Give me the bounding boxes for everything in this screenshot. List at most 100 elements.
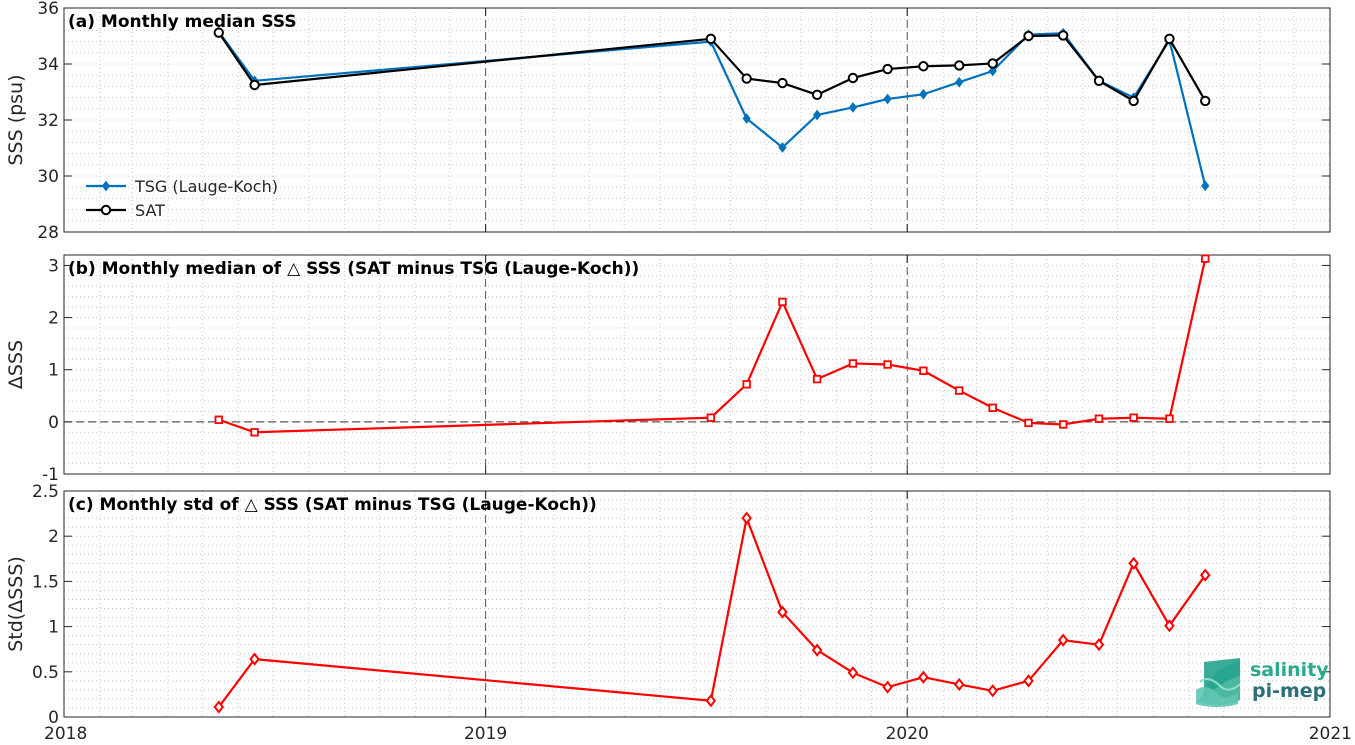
series-0 [214, 254, 1210, 437]
data-point [883, 360, 892, 369]
data-point [987, 58, 998, 69]
data-point [1201, 180, 1210, 192]
chart-panel-0: 28 30 32 34 36 SSS (psu) (a) Monthly median SS… [5, 0, 1331, 243]
data-point [919, 88, 928, 100]
data-point [988, 65, 997, 77]
data-point [918, 670, 929, 684]
data-point [706, 413, 716, 422]
data-point [953, 677, 965, 692]
data-point [955, 386, 964, 395]
data-point [811, 89, 823, 101]
data-point [1058, 420, 1068, 429]
y-tick-label: 2.5 [32, 482, 59, 502]
data-point [882, 680, 893, 694]
x-tick-label: 2018 [44, 724, 87, 744]
logo-text-pimep: pi-mep [1252, 680, 1326, 702]
data-point [1094, 414, 1104, 423]
legend-label: SAT [135, 201, 165, 220]
data-point [1093, 75, 1105, 87]
grid-lines [64, 7, 1330, 233]
data-point [918, 61, 929, 72]
y-tick-label: 0 [48, 708, 59, 728]
data-point [988, 403, 997, 412]
legend-marker [100, 204, 112, 216]
data-point [1164, 33, 1175, 44]
data-point [778, 142, 787, 153]
y-tick-label: 2 [48, 309, 59, 329]
data-point [1057, 633, 1069, 647]
y-tick-label: 30 [37, 167, 59, 187]
data-point [778, 297, 787, 307]
data-point [847, 72, 859, 84]
data-point [1201, 254, 1210, 263]
panel-title: (b) Monthly median of △ SSS (SAT minus T… [68, 259, 639, 279]
y-tick-label: 1 [48, 618, 59, 638]
y-tick-label: 34 [37, 55, 59, 75]
data-point [882, 63, 893, 75]
panel-title: (a) Monthly median SSS [68, 12, 297, 32]
data-point [742, 380, 751, 389]
data-point [1165, 414, 1174, 423]
x-tick-label: 2021 [1309, 724, 1352, 744]
data-point [1024, 418, 1033, 428]
data-point [249, 652, 260, 666]
panels-group: 28 30 32 34 36 SSS (psu) (a) Monthly median SS… [5, 0, 1352, 744]
y-tick-label: 0 [48, 413, 59, 433]
data-point [847, 666, 859, 680]
data-point [1128, 556, 1139, 570]
y-tick-label: 32 [37, 111, 59, 131]
series-0 [213, 511, 1211, 714]
axes-box [63, 490, 1331, 718]
data-point [919, 366, 928, 375]
data-point [848, 102, 858, 113]
data-point [705, 694, 717, 708]
chart-panel-2: 0 0.5 1 1.5 2 2.5 2018 2019 2020 2021 Std(ΔSSS) (c)… [5, 482, 1352, 744]
data-point [1199, 568, 1211, 582]
y-tick-label: -1 [42, 465, 59, 485]
series-line [218, 258, 1207, 434]
logo-text-salinity: salinity [1250, 659, 1329, 681]
y-tick-label: 28 [37, 223, 59, 243]
legend-marker [101, 180, 111, 192]
series-1 [213, 27, 1211, 107]
x-tick-label: 2019 [464, 724, 507, 744]
data-point [1093, 638, 1105, 652]
data-point [1129, 413, 1138, 422]
y-tick-label: 0.5 [32, 663, 59, 683]
data-point [213, 27, 224, 38]
y-axis-label: SSS (psu) [5, 74, 27, 165]
grid-lines [64, 490, 1330, 718]
data-point [954, 60, 965, 71]
y-axis-label: Std(ΔSSS) [5, 556, 27, 652]
grid-lines [64, 254, 1330, 475]
data-point [1200, 95, 1211, 107]
data-point [777, 77, 788, 89]
data-point [213, 700, 225, 714]
panel-title: (c) Monthly std of △ SSS (SAT minus TSG … [68, 495, 597, 515]
data-point [883, 93, 892, 105]
y-axis-label: ΔSSS [5, 340, 27, 389]
data-point [1023, 30, 1034, 42]
data-point [1057, 30, 1069, 41]
data-point [741, 73, 752, 84]
data-point [955, 76, 964, 88]
pimep-logo: salinity pi-mep [1196, 658, 1329, 707]
data-point [1164, 619, 1175, 633]
y-tick-label: 1.5 [32, 572, 59, 592]
data-point [214, 415, 223, 424]
data-point [705, 33, 717, 44]
data-point [812, 109, 822, 121]
data-point [811, 643, 823, 657]
data-point [1023, 674, 1034, 688]
y-tick-label: 1 [48, 361, 59, 381]
data-point [742, 113, 751, 124]
chart-panel-1: -1 0 1 2 3 ΔSSS (b) Monthly median of △ SSS (S… [5, 254, 1331, 485]
y-tick-label: 36 [37, 0, 59, 19]
wave-logo-icon [1196, 658, 1241, 707]
data-point [249, 79, 260, 91]
data-point [848, 359, 858, 368]
data-point [250, 428, 259, 437]
data-point [777, 605, 788, 619]
y-tick-label: 2 [48, 527, 59, 547]
